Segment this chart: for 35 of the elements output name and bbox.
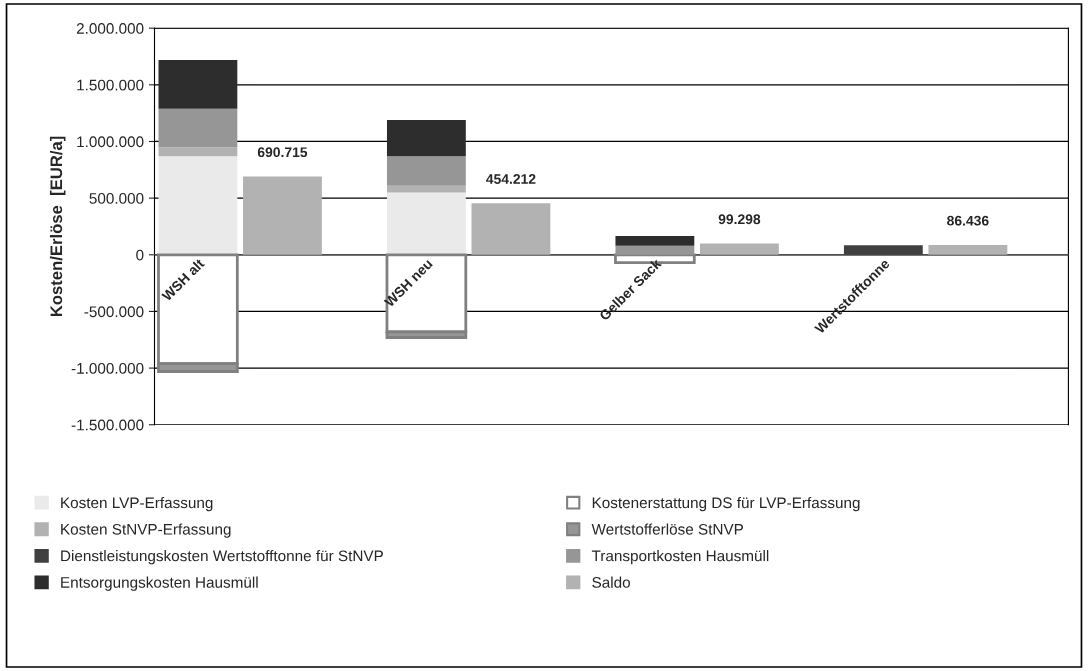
bar bbox=[158, 59, 238, 109]
bar bbox=[843, 245, 923, 255]
data-label: 690.715 bbox=[257, 147, 308, 158]
y-axis-title: Kosten/Erlöse [EUR/a] bbox=[49, 136, 66, 317]
y-tick-label: -1.500.000 bbox=[71, 419, 144, 431]
bar bbox=[243, 176, 322, 255]
y-tick-label: 1.000.000 bbox=[77, 136, 144, 148]
data-label: 454.212 bbox=[486, 174, 536, 184]
legend-label: Kosten LVP-Erfassung bbox=[61, 496, 213, 512]
y-tick-label: 500.000 bbox=[89, 193, 144, 204]
legend-label: Wertstofferlöse StNVP bbox=[591, 523, 744, 535]
bar bbox=[386, 156, 466, 186]
bar bbox=[615, 245, 695, 255]
legend-label: Entsorgungskosten Hausmüll bbox=[61, 576, 258, 591]
y-tick-label: 2.000.000 bbox=[76, 23, 144, 34]
legend-label: Kosten StNVP-Erfassung bbox=[61, 523, 231, 538]
data-label: 86.436 bbox=[947, 215, 989, 226]
data-label: 99.298 bbox=[718, 214, 761, 225]
legend-label: Kostenerstattung DS für LVP-Erfassung bbox=[592, 496, 860, 512]
bar bbox=[386, 192, 466, 255]
legend-label: Transportkosten Hausmüll bbox=[591, 550, 769, 565]
bar bbox=[386, 119, 466, 157]
bar bbox=[158, 156, 238, 255]
bar bbox=[158, 147, 238, 157]
bar bbox=[158, 108, 238, 148]
legend-label: Dienstleistungskosten Wertstofftonne für StNVP bbox=[61, 550, 383, 565]
bar bbox=[471, 203, 551, 255]
y-tick-label: 1.500.000 bbox=[77, 79, 144, 91]
bar bbox=[699, 243, 779, 255]
y-tick-label: -1.000.000 bbox=[71, 362, 144, 374]
legend-label: Saldo bbox=[592, 576, 630, 588]
y-tick-label: -500.000 bbox=[84, 306, 144, 318]
bar bbox=[928, 244, 1008, 255]
y-tick-label: 0 bbox=[136, 249, 144, 261]
bar bbox=[615, 236, 695, 246]
